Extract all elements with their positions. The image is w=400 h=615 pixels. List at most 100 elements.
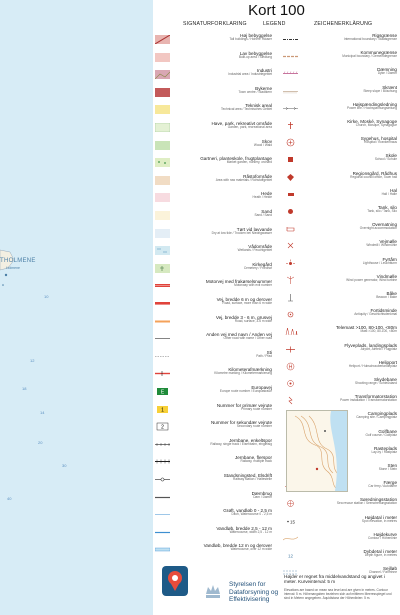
place-name: THOLMENE	[0, 258, 36, 264]
legend-item-label: Højspændingsledning	[352, 101, 397, 107]
legend-item: Vejmølle Windmill / Windmühle	[277, 239, 399, 253]
power-line-icon	[283, 106, 298, 110]
legend-item-label: Højdatal i meter	[364, 514, 397, 520]
legend-item-label: Industri	[256, 68, 272, 74]
legend-item: Hal Hall / Halle	[277, 188, 399, 202]
legend-item-label: Hede	[261, 191, 272, 197]
legend-item-label: Kommunegrænse	[360, 50, 397, 56]
legend-item-translation: Steep slope / Böschung	[363, 88, 397, 93]
legend-item: Sand Sand / Sand	[153, 209, 274, 223]
legend-item-translation: Garden, park, recreational area	[227, 125, 272, 129]
elevation-note: Højder er regnet fra middelvandstand og …	[284, 574, 385, 585]
legend-item-label: Skov	[261, 138, 272, 144]
legend-item: Vandløb, bredde 12 m og derover Watercour…	[153, 543, 274, 557]
sea-rescue-icon	[287, 500, 294, 508]
legend-item-label: Sejlløb	[382, 566, 397, 572]
legend-item-translation: Wood / Wald	[253, 142, 272, 147]
technical-area-icon	[155, 105, 170, 115]
watercourse-medium-icon	[155, 531, 170, 533]
legend-item-translation: Ditch, Watercourse 0 - 2,5 m	[231, 512, 272, 517]
park-icon	[155, 123, 170, 132]
dyke-icon	[283, 71, 298, 75]
low-building-icon	[155, 52, 170, 62]
ditch-icon	[155, 514, 170, 515]
school-icon	[288, 157, 293, 163]
legend-item-translation: Tall buildings / Hohere Häuser	[229, 37, 272, 41]
legend-item-translation: Depth figure, in metres	[364, 553, 397, 557]
high-building-icon	[155, 35, 170, 44]
town-hall-icon	[287, 173, 294, 181]
low-tide-icon	[155, 228, 170, 238]
legend-item-label: Teknisk areal	[245, 103, 272, 109]
legend-item-label: Tank, silo	[377, 205, 397, 210]
legend-item-translation: Cemetery / Friedhof	[243, 265, 272, 270]
legend-item: Anden vej med navn / Anden vej Other road…	[153, 332, 274, 346]
legend-item-translation: Railway, multiple track	[240, 459, 272, 464]
legend-item: Vindmølle Wind power generator, Wind turb…	[277, 274, 399, 288]
contour-inset-map	[286, 410, 348, 492]
legend-item: Kirkegård Cemetery / Friedhof	[153, 262, 274, 276]
legend-item: Standsningsted, Elsdrift Railway station …	[153, 473, 274, 487]
lighthouse-icon	[286, 259, 295, 265]
legend-item-translation: Hospital / Krankenhaus	[364, 140, 397, 145]
legend-item: Dæmbrug Dam / Damm	[153, 491, 274, 505]
legend-item-label: Golfbane	[378, 428, 397, 434]
legend-item: Skole School / Schule	[277, 153, 399, 167]
beacon-icon	[288, 294, 293, 302]
legend-title: Kort 100	[248, 2, 305, 19]
railway-single-icon	[155, 442, 170, 446]
legend-item-label: Sand	[261, 209, 272, 214]
legend-item-label: Vej, bredde 3 - 6 m, grusvej	[215, 314, 272, 320]
heliport-icon: H	[286, 362, 295, 370]
legend-item: Overnatning Overnight accommodation	[277, 222, 399, 236]
legend-item: Båke Beacon / Bake	[277, 291, 399, 305]
legend-item-translation: Contour / Höhenlinie	[367, 535, 397, 540]
legend-item: Motorvej med frakørselsnummer Motorway wi…	[153, 279, 274, 293]
legend-item: Tank, silo Tank, silo / Tank, Silo	[277, 205, 399, 219]
legend-item-translation: Golf course / Golfplatz	[365, 432, 397, 437]
legend-item-translation: Heliport / Hubschrauberlandeplatz	[348, 363, 397, 368]
legend-item-translation: Camping site / Campingplatz	[356, 415, 397, 420]
legend-item-label: Vandløb, bredde 12 m og derover	[203, 543, 272, 549]
secondary-route-icon: 2	[156, 422, 169, 431]
legend-item: Høj bebyggelse Tall buildings / Hohere Hä…	[153, 33, 274, 47]
legend-item: Hede Heath / Heide	[153, 191, 274, 205]
svg-text:15: 15	[290, 519, 296, 524]
church-icon	[288, 122, 293, 129]
legend-item-label: Båke	[386, 291, 397, 296]
legend-item-label: Vejmølle	[379, 239, 397, 245]
depth-number: 20	[38, 440, 43, 445]
legend-item-label: Dæmning	[377, 67, 397, 73]
depth-figure-icon: 12	[288, 554, 294, 559]
legend-item-translation: School / Schule	[374, 157, 397, 162]
airport-icon	[286, 346, 295, 353]
legend-item-translation: Lighthouse / Leuchtturm	[362, 260, 397, 265]
legend-item-translation: Wind power generator, Wind turbine	[346, 277, 397, 282]
raw-material-icon	[155, 175, 170, 185]
europe-route-icon: E	[157, 388, 168, 396]
legend-item-translation: Power line / Hochspannungsleitung	[347, 105, 397, 110]
legend-item-label: Tørt vid lavvande	[236, 226, 272, 232]
legend-item-label: Kirkegård	[252, 261, 272, 267]
depth-number: 12	[30, 358, 35, 363]
legend-item: Dæmning Dyke / Damm	[277, 67, 399, 81]
legend-item-translation: Town centre / Stadtkern	[238, 89, 273, 94]
legend-item-label: Overnatning	[371, 222, 397, 228]
legend-item-label: Nummer for sekundær vejrute	[210, 420, 272, 426]
legend-item-label: Skrænt	[382, 84, 397, 90]
legend-item-label: Dybdetal i meter	[363, 549, 397, 554]
depth-number: 30	[62, 463, 67, 468]
railway-multiple-icon	[155, 459, 170, 464]
svg-text:H: H	[289, 364, 293, 370]
legend-item: Bykerne Town centre / Stadtkern	[153, 86, 274, 100]
path-icon	[155, 356, 170, 357]
mast-icon	[285, 328, 298, 336]
hospital-icon	[286, 138, 295, 147]
legend-item-translation: Europe route number / Europastraße	[219, 389, 272, 393]
legend-item: Fyrtårn Lighthouse / Leuchtturm	[277, 257, 399, 271]
legend-item-translation: Lay-by / Rastplatz	[371, 449, 397, 454]
legend-item: Skrænt Steep slope / Böschung	[277, 85, 399, 99]
map-pin-icon	[168, 571, 182, 591]
legend-item-translation: Technical area / Technisches Gebiet	[221, 107, 272, 112]
legend-item: H Helipport Heliport / Hubschrauberlandepl…	[277, 360, 399, 374]
